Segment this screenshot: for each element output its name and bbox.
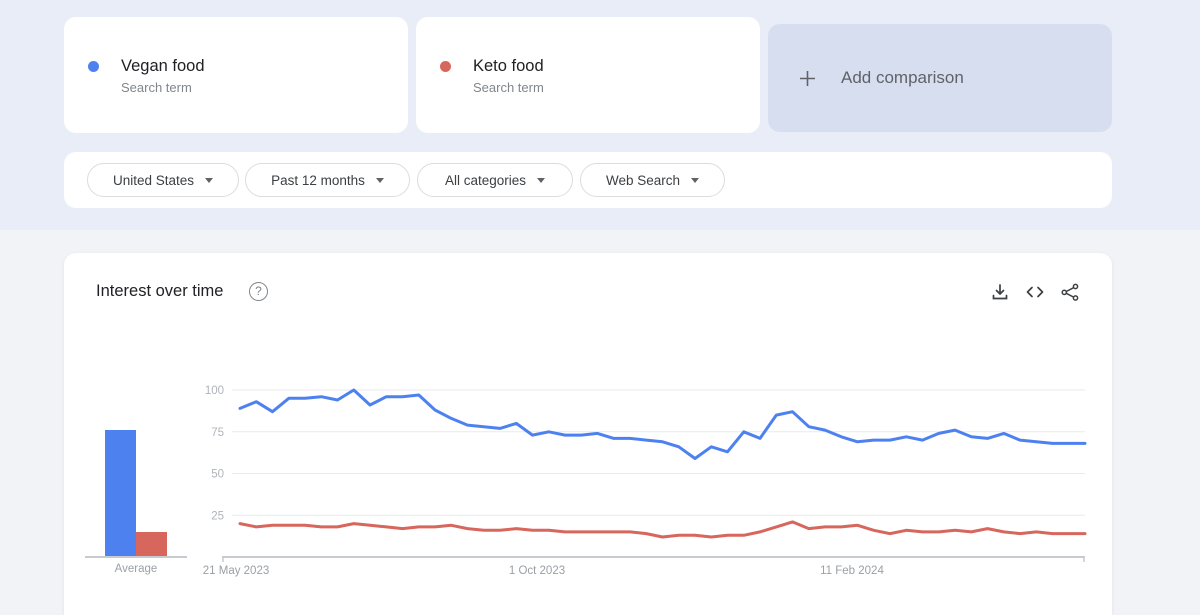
help-icon[interactable]: ? bbox=[249, 282, 268, 301]
series-color-dot bbox=[440, 60, 451, 72]
filter-region-dropdown[interactable]: United States bbox=[87, 163, 239, 197]
filter-region-value: United States bbox=[112, 172, 195, 188]
term-type-label: Search term bbox=[473, 80, 544, 95]
average-bar-vegan-food bbox=[105, 430, 136, 557]
filter-category-value: All categories bbox=[444, 172, 527, 188]
download-icon[interactable] bbox=[990, 282, 1010, 302]
svg-text:100: 100 bbox=[205, 385, 224, 397]
interest-over-time-card: Interest over time ? Average 25 50 75 100 21… bbox=[64, 253, 1112, 615]
comparison-header-section: Vegan food Search term Keto food Search … bbox=[0, 0, 1200, 230]
svg-text:75: 75 bbox=[211, 427, 224, 439]
average-axis-label: Average bbox=[114, 563, 158, 575]
average-axis-line bbox=[85, 556, 187, 558]
filter-bar: United States Past 12 months All categor… bbox=[64, 152, 1112, 208]
svg-text:11 Feb 2024: 11 Feb 2024 bbox=[820, 565, 884, 577]
caret-down-icon bbox=[537, 178, 546, 183]
term-type-label: Search term bbox=[121, 80, 192, 95]
svg-text:50: 50 bbox=[211, 469, 224, 481]
filter-search-type-value: Web Search bbox=[605, 172, 681, 188]
svg-text:25: 25 bbox=[211, 510, 224, 522]
term-card-vegan-food[interactable]: Vegan food Search term bbox=[64, 17, 408, 133]
filter-time-range-dropdown[interactable]: Past 12 months bbox=[245, 163, 410, 197]
add-comparison-label: Add comparison bbox=[841, 68, 964, 87]
caret-down-icon bbox=[205, 178, 214, 183]
filter-search-type-dropdown[interactable]: Web Search bbox=[580, 163, 725, 197]
svg-text:1 Oct 2023: 1 Oct 2023 bbox=[509, 565, 565, 577]
interest-over-time-line-chart: 25 50 75 100 21 May 2023 1 Oct 2023 11 Feb 202… bbox=[203, 385, 1087, 577]
term-card-keto-food[interactable]: Keto food Search term bbox=[416, 17, 760, 133]
share-icon[interactable] bbox=[1060, 282, 1080, 302]
chart-actions bbox=[990, 282, 1080, 302]
caret-down-icon bbox=[691, 178, 700, 183]
caret-down-icon bbox=[375, 178, 384, 183]
filter-category-dropdown[interactable]: All categories bbox=[417, 163, 573, 197]
add-comparison-button[interactable]: Add comparison bbox=[768, 24, 1112, 132]
term-label: Vegan food bbox=[121, 57, 205, 75]
svg-text:21 May 2023: 21 May 2023 bbox=[203, 565, 270, 577]
average-bar-keto-food bbox=[136, 531, 167, 557]
chart-title: Interest over time bbox=[96, 282, 224, 300]
term-label: Keto food bbox=[473, 57, 544, 75]
filter-time-range-value: Past 12 months bbox=[271, 172, 365, 188]
plus-icon bbox=[800, 70, 815, 86]
series-color-dot bbox=[88, 60, 99, 72]
code-icon[interactable] bbox=[1025, 282, 1045, 302]
